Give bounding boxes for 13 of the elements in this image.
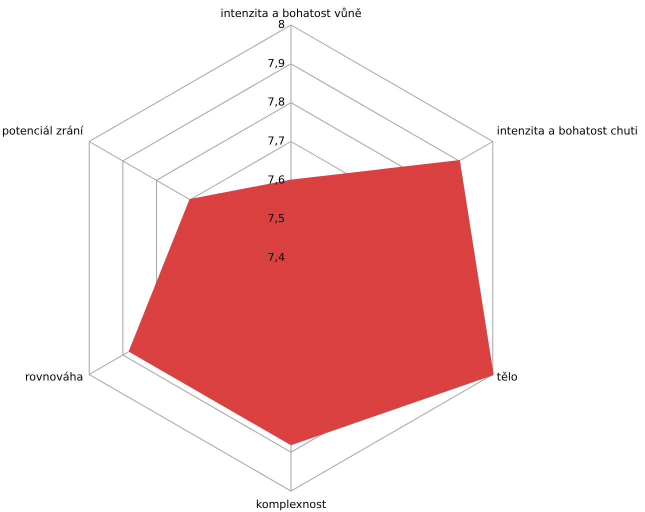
y-tick-label: 7,4 [268,251,285,264]
spoke-label: komplexnost [256,498,327,511]
spoke-label: tělo [496,370,518,384]
y-tick-label: 7,9 [268,56,285,70]
spoke-label: rovnováha [25,370,84,384]
y-tick-label: 7,5 [268,212,285,226]
y-tick-label: 8 [278,18,285,31]
y-tick-label: 7,8 [268,96,285,109]
spoke-label: intenzita a bohatost chuti [496,124,638,138]
spoke-label: intenzita a bohatost vůně [220,7,362,20]
y-tick-label: 7,6 [268,173,285,186]
spoke-label: potenciál zrání [2,124,84,138]
y-tick-label: 7,7 [268,134,285,148]
